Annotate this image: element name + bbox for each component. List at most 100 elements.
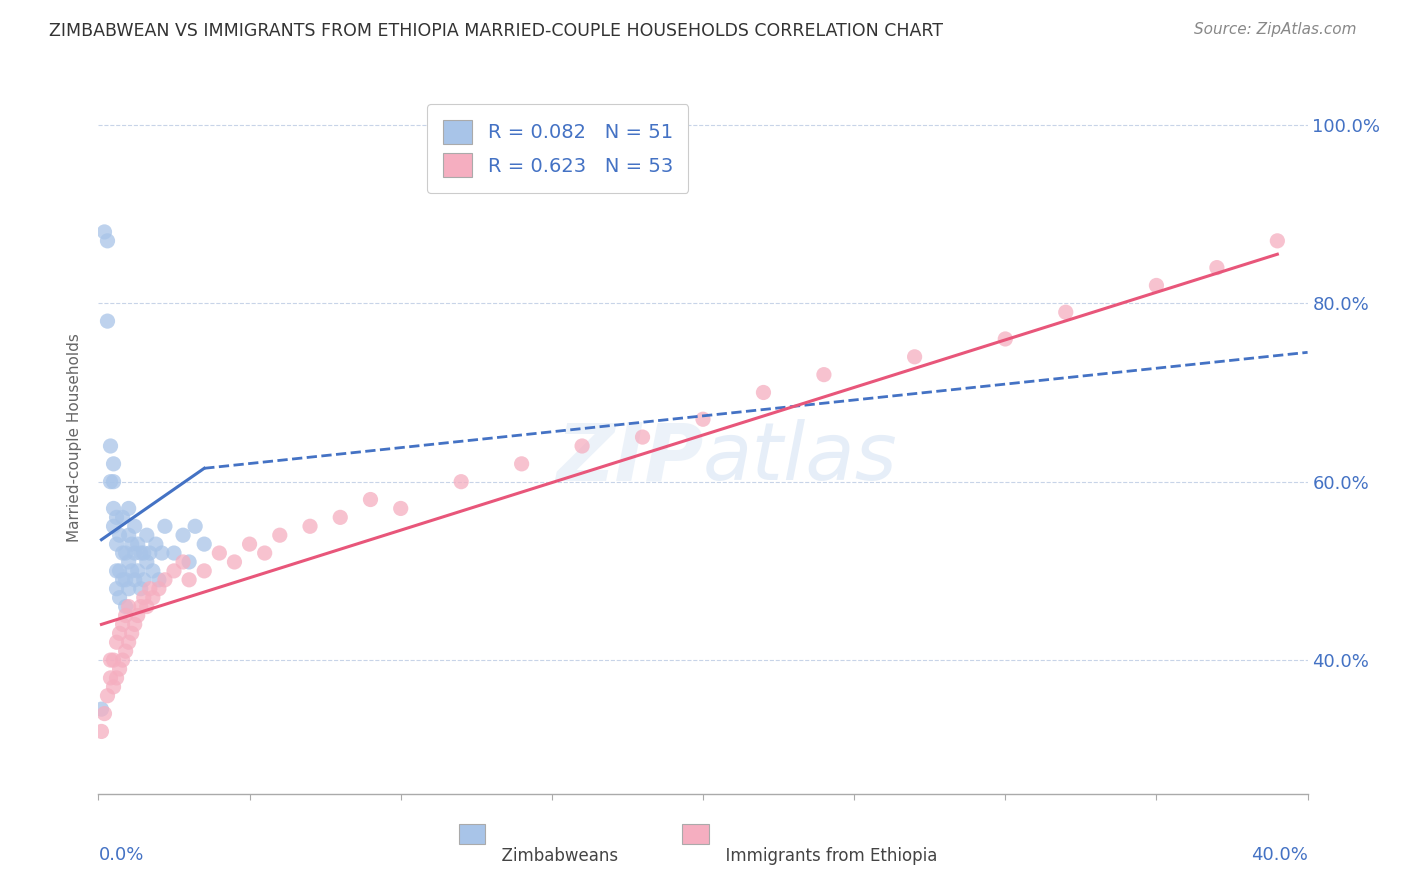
- Point: [111, 653, 134, 667]
- Point: [118, 528, 141, 542]
- Point: [100, 671, 122, 685]
- Point: [172, 555, 194, 569]
- Point: [127, 564, 149, 578]
- Point: [108, 626, 131, 640]
- Point: [108, 662, 131, 676]
- Point: [118, 501, 141, 516]
- Point: [124, 573, 146, 587]
- Point: [103, 653, 125, 667]
- Point: [118, 599, 141, 614]
- Point: [121, 564, 143, 578]
- Point: [111, 617, 134, 632]
- Point: [148, 582, 170, 596]
- Point: [90, 724, 112, 739]
- Point: [135, 599, 157, 614]
- Point: [132, 591, 155, 605]
- Point: [124, 546, 146, 560]
- Point: [103, 457, 125, 471]
- Point: [179, 555, 201, 569]
- Point: [510, 457, 533, 471]
- Point: [96, 314, 118, 328]
- Point: [118, 582, 141, 596]
- Point: [193, 564, 215, 578]
- Point: [179, 573, 201, 587]
- Point: [184, 519, 207, 533]
- Point: [111, 546, 134, 560]
- Point: [904, 350, 927, 364]
- Point: [124, 519, 146, 533]
- Point: [172, 528, 194, 542]
- Point: [299, 519, 322, 533]
- Point: [129, 546, 152, 560]
- Point: [111, 573, 134, 587]
- Point: [450, 475, 472, 489]
- Text: 0.0%: 0.0%: [98, 846, 143, 863]
- Point: [135, 555, 157, 569]
- Point: [329, 510, 352, 524]
- Point: [103, 519, 125, 533]
- Point: [571, 439, 593, 453]
- Point: [132, 546, 155, 560]
- Text: 40.0%: 40.0%: [1251, 846, 1308, 863]
- Point: [96, 234, 118, 248]
- Point: [148, 573, 170, 587]
- Point: [239, 537, 262, 551]
- Point: [93, 225, 115, 239]
- Point: [118, 555, 141, 569]
- Point: [752, 385, 775, 400]
- Point: [103, 680, 125, 694]
- Point: [631, 430, 654, 444]
- Point: [103, 501, 125, 516]
- Point: [132, 573, 155, 587]
- Point: [121, 537, 143, 551]
- Point: [105, 564, 128, 578]
- Point: [111, 510, 134, 524]
- Point: [253, 546, 276, 560]
- Point: [389, 501, 412, 516]
- Point: [127, 608, 149, 623]
- Point: [139, 582, 162, 596]
- Point: [105, 635, 128, 649]
- Point: [100, 439, 122, 453]
- Text: Zimbabweans: Zimbabweans: [492, 847, 619, 865]
- Point: [90, 702, 112, 716]
- Point: [142, 564, 165, 578]
- Point: [193, 537, 215, 551]
- Point: [1144, 278, 1167, 293]
- Point: [135, 528, 157, 542]
- Point: [153, 573, 176, 587]
- FancyBboxPatch shape: [682, 824, 709, 844]
- Point: [105, 537, 128, 551]
- FancyBboxPatch shape: [458, 824, 485, 844]
- Point: [121, 626, 143, 640]
- Point: [994, 332, 1017, 346]
- Point: [150, 546, 173, 560]
- Point: [269, 528, 291, 542]
- Point: [139, 546, 162, 560]
- Point: [692, 412, 714, 426]
- Text: ZIMBABWEAN VS IMMIGRANTS FROM ETHIOPIA MARRIED-COUPLE HOUSEHOLDS CORRELATION CHA: ZIMBABWEAN VS IMMIGRANTS FROM ETHIOPIA M…: [49, 22, 943, 40]
- Point: [163, 546, 186, 560]
- Point: [93, 706, 115, 721]
- Point: [108, 528, 131, 542]
- Point: [163, 564, 186, 578]
- Point: [127, 537, 149, 551]
- Point: [96, 689, 118, 703]
- Legend: R = 0.082   N = 51, R = 0.623   N = 53: R = 0.082 N = 51, R = 0.623 N = 53: [427, 104, 689, 193]
- Point: [360, 492, 382, 507]
- Point: [114, 599, 136, 614]
- Point: [1054, 305, 1077, 319]
- Point: [100, 475, 122, 489]
- Point: [129, 582, 152, 596]
- Point: [142, 591, 165, 605]
- Point: [1267, 234, 1289, 248]
- Point: [108, 591, 131, 605]
- Point: [105, 510, 128, 524]
- Point: [105, 582, 128, 596]
- Point: [1206, 260, 1229, 275]
- Text: Immigrants from Ethiopia: Immigrants from Ethiopia: [716, 847, 938, 865]
- Point: [813, 368, 835, 382]
- Point: [105, 671, 128, 685]
- Point: [100, 653, 122, 667]
- Point: [114, 608, 136, 623]
